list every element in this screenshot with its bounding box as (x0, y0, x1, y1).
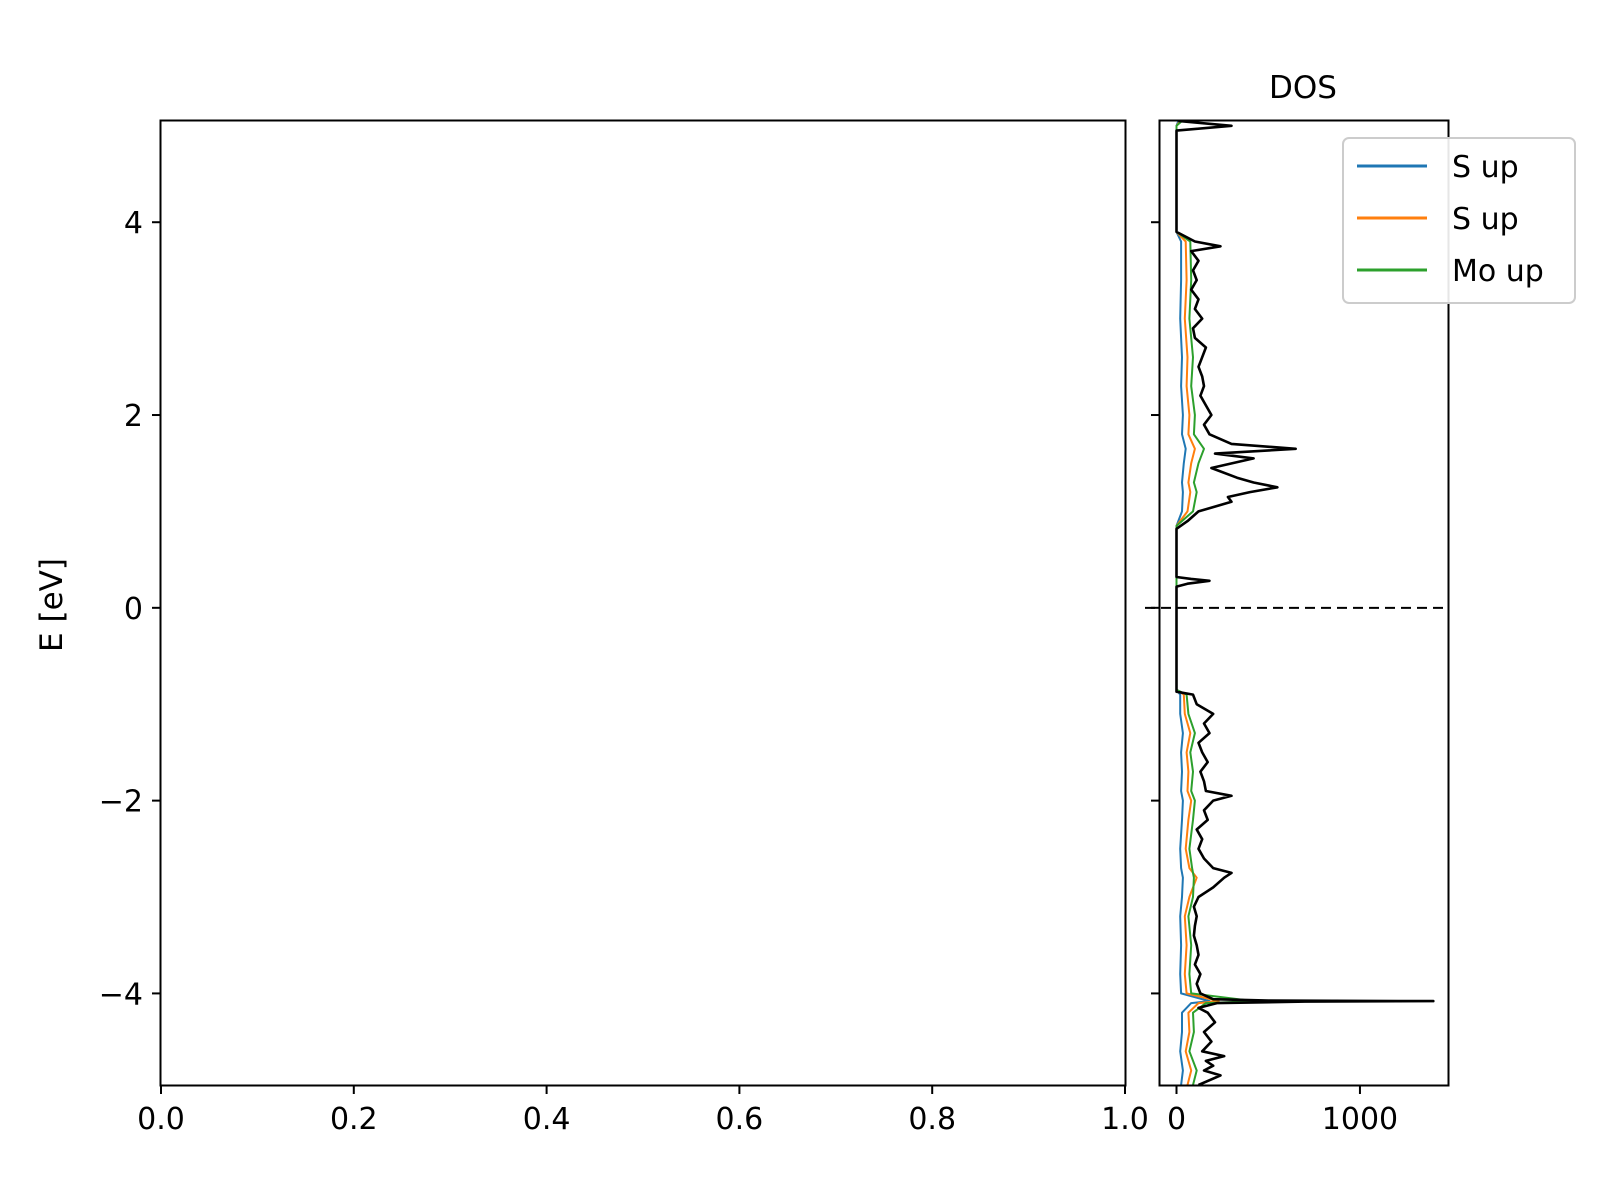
dos-series-total (1175, 121, 1435, 1085)
legend-box (1342, 137, 1576, 304)
band-x-tick-label: 0.2 (330, 1102, 378, 1137)
band-x-tick-label: 1.0 (1101, 1102, 1149, 1137)
legend-items: S up S up Mo up (1357, 150, 1544, 289)
legend-label: Mo up (1452, 254, 1544, 289)
band-plot-frame (159, 119, 1127, 1087)
y-axis-label: E [eV] (34, 558, 70, 652)
band-x-ticks: 0.0 0.2 0.4 0.6 0.8 1.0 (137, 1085, 1149, 1137)
dos-x-tick-label: 1000 (1322, 1102, 1398, 1137)
dos-series-s-up-0 (1175, 121, 1211, 1085)
band-x-tick-label: 0.8 (908, 1102, 956, 1137)
dos-x-ticks: 0 1000 (1167, 1085, 1398, 1137)
dos-panel: DOS 0 1000 (1145, 70, 1450, 1137)
band-x-tick-label: 0.0 (137, 1102, 185, 1137)
band-y-tick-label: −4 (99, 977, 143, 1012)
band-x-tick-label: 0.6 (716, 1102, 764, 1137)
dos-x-tick-label: 0 (1167, 1102, 1186, 1137)
dos-title: DOS (1269, 70, 1337, 106)
legend: S up S up Mo up (1342, 137, 1576, 304)
legend-label: S up (1452, 202, 1519, 237)
band-x-tick-label: 0.4 (523, 1102, 571, 1137)
band-y-tick-label: 0 (124, 592, 143, 627)
band-y-tick-label: 4 (124, 206, 143, 241)
dos-series-group (1175, 121, 1435, 1085)
band-y-tick-label: 2 (124, 399, 143, 434)
band-structure-panel: E [eV] 0.0 0.2 0.4 0.6 0.8 1.0 −4 −2 0 2 4 (34, 119, 1149, 1137)
band-y-tick-label: −2 (99, 785, 143, 820)
dos-series-s-up-1 (1175, 121, 1220, 1085)
legend-label: S up (1452, 150, 1519, 185)
dos-plot-frame (1158, 119, 1450, 1087)
